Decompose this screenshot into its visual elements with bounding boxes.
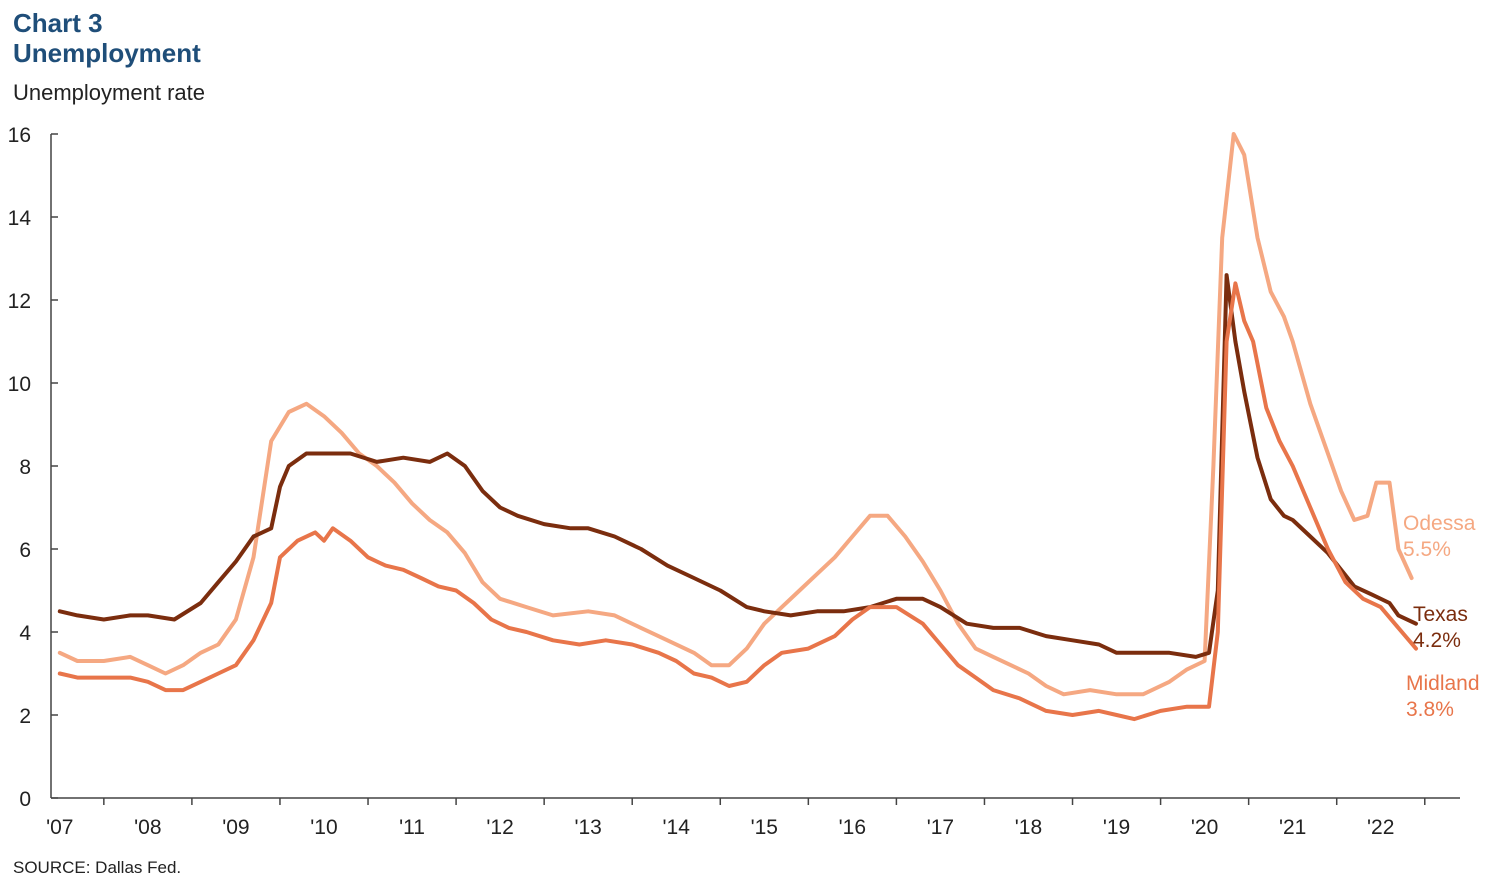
x-tick-label: '12 — [486, 816, 513, 839]
chart-axes: 0 2 4 6 8 10 12 14 16 '07 '08 '09 '10 '11 '12 '13 '14 '15… — [8, 124, 1460, 839]
y-tick-label: 8 — [19, 456, 31, 479]
y-tick-label: 6 — [19, 539, 31, 562]
chart-lines — [57, 132, 1418, 722]
x-tick-label: '14 — [663, 816, 691, 839]
x-tick-label: '07 — [46, 816, 73, 839]
x-tick-label: '08 — [134, 816, 161, 839]
y-tick-label: 12 — [8, 290, 31, 313]
y-tick-label: 16 — [8, 124, 31, 147]
y-tick-label: 10 — [8, 373, 31, 396]
x-tick-label: '11 — [399, 816, 425, 839]
x-tick-label: '17 — [927, 816, 954, 839]
series-label-midland: Midland — [1406, 672, 1480, 695]
series-labels: Odessa 5.5% Texas 4.2% Midland 3.8% — [1403, 512, 1480, 721]
y-tick-label: 0 — [19, 788, 31, 811]
y-tick-label: 2 — [19, 705, 31, 728]
series-label-texas: Texas — [1413, 603, 1468, 626]
series-line-odessa — [57, 132, 1414, 697]
chart-number: Chart 3 — [13, 8, 103, 38]
series-value-odessa: 5.5% — [1403, 538, 1451, 561]
x-tick-label: '21 — [1279, 816, 1306, 839]
y-tick-label: 4 — [19, 622, 31, 645]
series-line-midland — [57, 281, 1418, 722]
chart-title: Unemployment — [13, 38, 201, 68]
x-tick-label: '22 — [1367, 816, 1394, 839]
source-note: SOURCE: Dallas Fed. — [13, 858, 182, 877]
x-tick-label: '15 — [751, 816, 778, 839]
y-tick-label: 14 — [8, 207, 32, 230]
series-value-texas: 4.2% — [1413, 629, 1461, 652]
x-tick-label: '16 — [839, 816, 866, 839]
series-line-texas — [57, 273, 1418, 659]
x-tick-label: '09 — [222, 816, 249, 839]
x-tick-label: '19 — [1103, 816, 1130, 839]
series-label-odessa: Odessa — [1403, 512, 1476, 535]
x-tick-label: '20 — [1191, 816, 1218, 839]
x-tick-label: '13 — [574, 816, 601, 839]
chart-subtitle: Unemployment rate — [13, 80, 205, 105]
x-tick-label: '18 — [1015, 816, 1042, 839]
x-tick-label: '10 — [310, 816, 337, 839]
series-value-midland: 3.8% — [1406, 698, 1454, 721]
